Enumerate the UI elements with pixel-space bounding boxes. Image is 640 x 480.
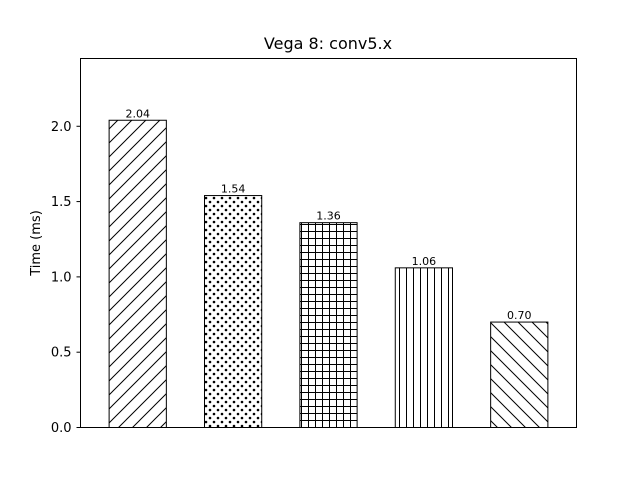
y-tick-label: 1.5 <box>51 195 72 210</box>
bars-group: 2.04 1.54 1.36 1.06 0.70 <box>108 107 549 429</box>
bar-3 <box>299 222 358 428</box>
bar-2-value-label: 1.54 <box>221 183 246 196</box>
y-tick-label: 1.0 <box>51 270 72 285</box>
bar-1 <box>108 119 167 429</box>
y-tick-label: 0.5 <box>51 346 72 361</box>
bar-5 <box>490 321 549 429</box>
bar-4 <box>394 267 453 428</box>
y-axis-label: Time (ms) <box>29 210 44 277</box>
y-axis-ticks: 0.0 0.5 1.0 1.5 2.0 <box>51 120 81 436</box>
bar-1-value-label: 2.04 <box>125 107 150 120</box>
y-tick-label: 0.0 <box>51 421 72 436</box>
bar-4-value-label: 1.06 <box>412 255 437 268</box>
bar-2 <box>204 195 263 428</box>
y-tick-label: 2.0 <box>51 120 72 135</box>
bar-5-value-label: 0.70 <box>507 309 532 322</box>
plot-area-frame <box>80 58 577 428</box>
bar-3-value-label: 1.36 <box>316 210 341 223</box>
chart-title: Vega 8: conv5.x <box>264 34 392 53</box>
